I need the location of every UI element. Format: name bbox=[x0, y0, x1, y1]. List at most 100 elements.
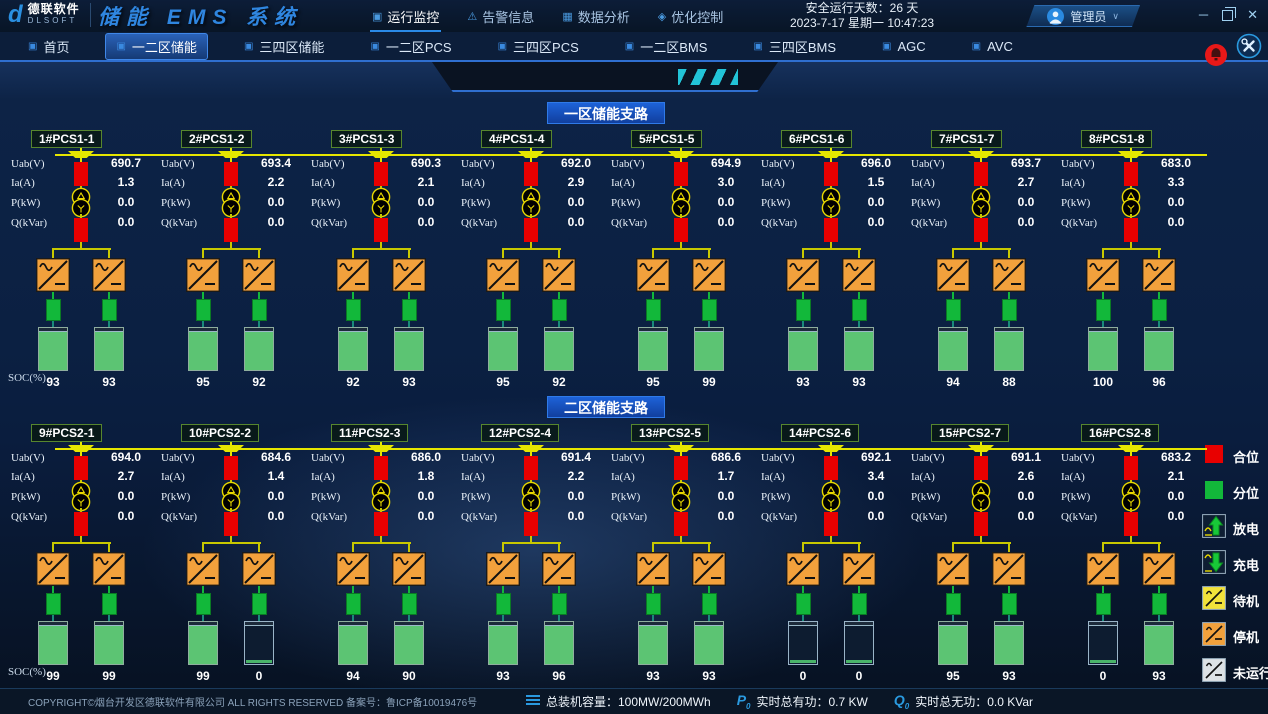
dc-switch-icon[interactable] bbox=[401, 593, 417, 615]
pcs-name-label[interactable]: 12#PCS2-4 bbox=[481, 424, 560, 442]
battery-icon[interactable] bbox=[638, 327, 668, 371]
breaker-icon[interactable] bbox=[524, 218, 538, 242]
breaker-icon[interactable] bbox=[974, 162, 988, 186]
dc-switch-icon[interactable] bbox=[101, 593, 117, 615]
breaker-icon[interactable] bbox=[974, 218, 988, 242]
dc-switch-icon[interactable] bbox=[401, 299, 417, 321]
breaker-icon[interactable] bbox=[974, 512, 988, 536]
battery-icon[interactable] bbox=[544, 621, 574, 665]
dc-switch-icon[interactable] bbox=[701, 299, 717, 321]
breaker-icon[interactable] bbox=[74, 456, 88, 480]
battery-icon[interactable] bbox=[38, 621, 68, 665]
dc-switch-icon[interactable] bbox=[645, 593, 661, 615]
close-button[interactable]: ✕ bbox=[1247, 7, 1258, 22]
battery-icon[interactable] bbox=[1144, 327, 1174, 371]
pcs-name-label[interactable]: 11#PCS2-3 bbox=[331, 424, 409, 442]
battery-icon[interactable] bbox=[694, 621, 724, 665]
pcs-name-label[interactable]: 13#PCS2-5 bbox=[631, 424, 710, 442]
breaker-icon[interactable] bbox=[1124, 218, 1138, 242]
dc-switch-icon[interactable] bbox=[851, 593, 867, 615]
breaker-icon[interactable] bbox=[374, 162, 388, 186]
dc-switch-icon[interactable] bbox=[795, 299, 811, 321]
battery-icon[interactable] bbox=[394, 327, 424, 371]
dc-switch-icon[interactable] bbox=[495, 299, 511, 321]
battery-icon[interactable] bbox=[1144, 621, 1174, 665]
pcs-name-label[interactable]: 2#PCS1-2 bbox=[181, 130, 253, 148]
tab-三四区BMS[interactable]: ▣ 三四区BMS bbox=[743, 34, 846, 59]
pcs-name-label[interactable]: 16#PCS2-8 bbox=[1081, 424, 1160, 442]
breaker-icon[interactable] bbox=[224, 162, 238, 186]
breaker-icon[interactable] bbox=[1124, 456, 1138, 480]
dc-switch-icon[interactable] bbox=[795, 593, 811, 615]
breaker-icon[interactable] bbox=[224, 456, 238, 480]
battery-icon[interactable] bbox=[244, 621, 274, 665]
dc-switch-icon[interactable] bbox=[101, 299, 117, 321]
breaker-icon[interactable] bbox=[674, 512, 688, 536]
breaker-icon[interactable] bbox=[74, 512, 88, 536]
dc-switch-icon[interactable] bbox=[45, 593, 61, 615]
tab-首页[interactable]: ▣ 首页 bbox=[18, 34, 79, 59]
dc-switch-icon[interactable] bbox=[1151, 593, 1167, 615]
tools-icon[interactable] bbox=[1236, 33, 1262, 64]
battery-icon[interactable] bbox=[694, 327, 724, 371]
breaker-icon[interactable] bbox=[524, 512, 538, 536]
dc-switch-icon[interactable] bbox=[551, 299, 567, 321]
pcs-name-label[interactable]: 1#PCS1-1 bbox=[31, 130, 103, 148]
nav-item-analysis[interactable]: ▦ 数据分析 bbox=[562, 0, 629, 32]
dc-switch-icon[interactable] bbox=[495, 593, 511, 615]
breaker-icon[interactable] bbox=[1124, 162, 1138, 186]
dc-switch-icon[interactable] bbox=[551, 593, 567, 615]
dc-switch-icon[interactable] bbox=[1095, 593, 1111, 615]
battery-icon[interactable] bbox=[338, 621, 368, 665]
dc-switch-icon[interactable] bbox=[851, 299, 867, 321]
breaker-icon[interactable] bbox=[824, 512, 838, 536]
pcs-name-label[interactable]: 10#PCS2-2 bbox=[181, 424, 260, 442]
breaker-icon[interactable] bbox=[674, 162, 688, 186]
alarm-mute-icon[interactable] bbox=[1204, 43, 1228, 72]
pcs-name-label[interactable]: 5#PCS1-5 bbox=[631, 130, 703, 148]
pcs-name-label[interactable]: 4#PCS1-4 bbox=[481, 130, 553, 148]
battery-icon[interactable] bbox=[638, 621, 668, 665]
dc-switch-icon[interactable] bbox=[1001, 299, 1017, 321]
breaker-icon[interactable] bbox=[374, 512, 388, 536]
battery-icon[interactable] bbox=[994, 621, 1024, 665]
tab-三四区PCS[interactable]: ▣ 三四区PCS bbox=[488, 34, 589, 59]
battery-icon[interactable] bbox=[244, 327, 274, 371]
dc-switch-icon[interactable] bbox=[645, 299, 661, 321]
pcs-name-label[interactable]: 15#PCS2-7 bbox=[931, 424, 1010, 442]
dc-switch-icon[interactable] bbox=[45, 299, 61, 321]
breaker-icon[interactable] bbox=[374, 456, 388, 480]
battery-icon[interactable] bbox=[394, 621, 424, 665]
dc-switch-icon[interactable] bbox=[345, 299, 361, 321]
battery-icon[interactable] bbox=[338, 327, 368, 371]
battery-icon[interactable] bbox=[188, 621, 218, 665]
breaker-icon[interactable] bbox=[1124, 512, 1138, 536]
battery-icon[interactable] bbox=[1088, 621, 1118, 665]
battery-icon[interactable] bbox=[188, 327, 218, 371]
breaker-icon[interactable] bbox=[74, 218, 88, 242]
breaker-icon[interactable] bbox=[74, 162, 88, 186]
restore-button[interactable] bbox=[1222, 6, 1237, 21]
pcs-name-label[interactable]: 14#PCS2-6 bbox=[781, 424, 860, 442]
nav-item-control[interactable]: ◈ 优化控制 bbox=[658, 0, 723, 32]
dc-switch-icon[interactable] bbox=[195, 593, 211, 615]
pcs-name-label[interactable]: 8#PCS1-8 bbox=[1081, 130, 1153, 148]
battery-icon[interactable] bbox=[94, 621, 124, 665]
battery-icon[interactable] bbox=[994, 327, 1024, 371]
battery-icon[interactable] bbox=[844, 327, 874, 371]
dc-switch-icon[interactable] bbox=[345, 593, 361, 615]
nav-item-alarm[interactable]: ⚠ 告警信息 bbox=[467, 0, 534, 32]
breaker-icon[interactable] bbox=[824, 162, 838, 186]
minimize-button[interactable]: ─ bbox=[1198, 7, 1209, 22]
pcs-name-label[interactable]: 6#PCS1-6 bbox=[781, 130, 853, 148]
battery-icon[interactable] bbox=[1088, 327, 1118, 371]
breaker-icon[interactable] bbox=[374, 218, 388, 242]
breaker-icon[interactable] bbox=[524, 162, 538, 186]
battery-icon[interactable] bbox=[788, 621, 818, 665]
breaker-icon[interactable] bbox=[974, 456, 988, 480]
pcs-name-label[interactable]: 7#PCS1-7 bbox=[931, 130, 1003, 148]
breaker-icon[interactable] bbox=[524, 456, 538, 480]
breaker-icon[interactable] bbox=[674, 456, 688, 480]
tab-一二区PCS[interactable]: ▣ 一二区PCS bbox=[360, 34, 461, 59]
battery-icon[interactable] bbox=[938, 621, 968, 665]
